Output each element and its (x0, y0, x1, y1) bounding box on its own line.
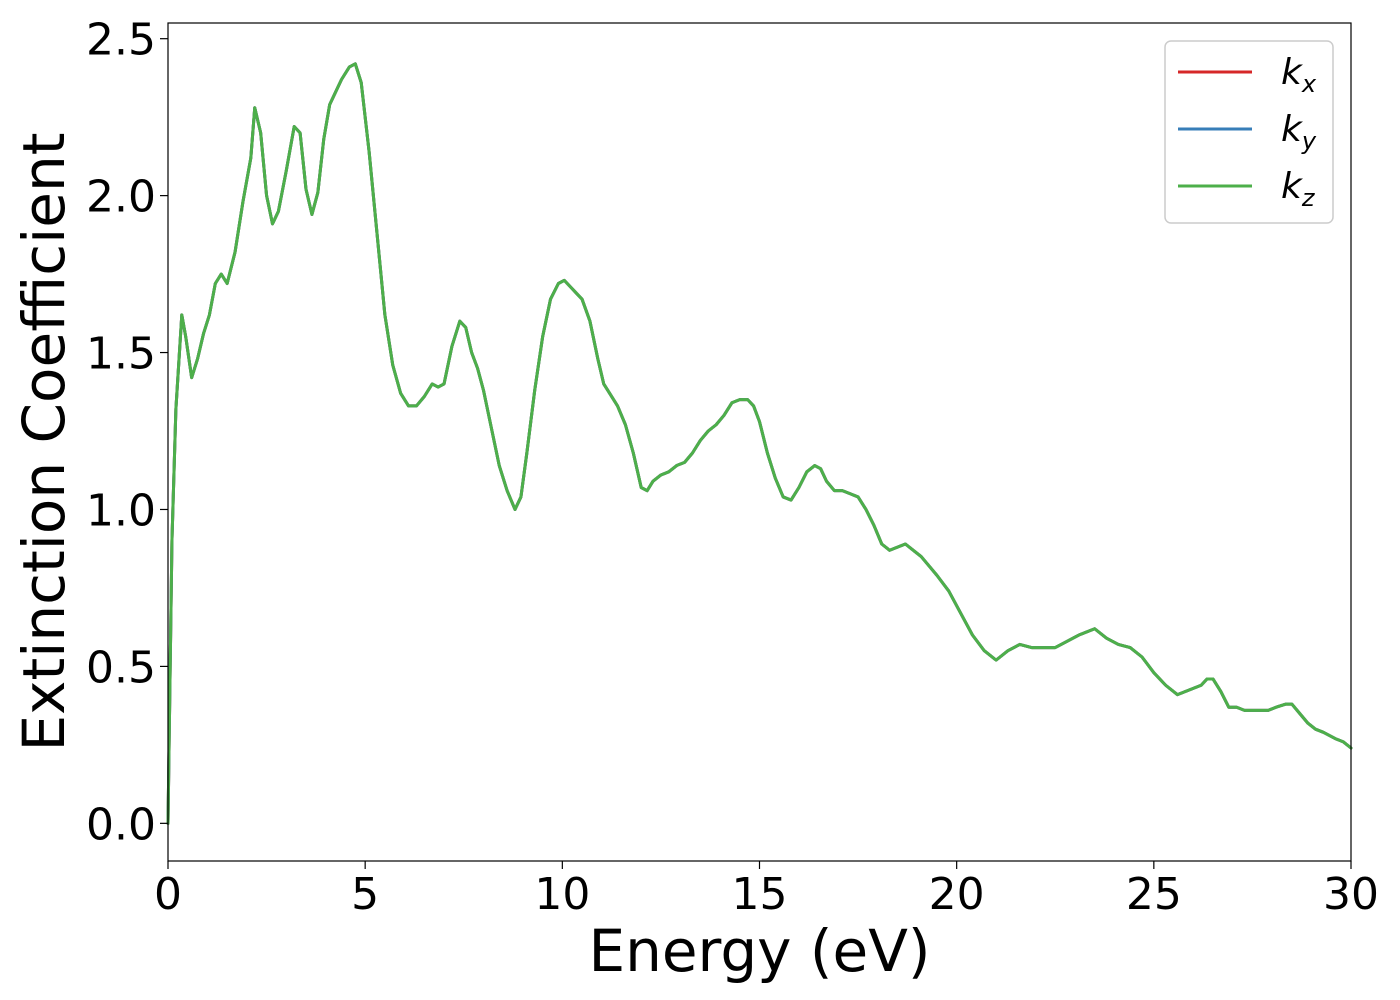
x-tick-label: 10 (534, 869, 590, 920)
legend-label-subscript: y (1301, 127, 1317, 155)
legend-entry: kx (1178, 52, 1317, 98)
x-axis-ticks: 0 5 10 15 20 25 30 (154, 861, 1379, 920)
y-axis-title: Extinction Coefficient (10, 133, 78, 752)
legend-entry: ky (1178, 109, 1317, 155)
legend-label-subscript: z (1301, 184, 1316, 212)
x-tick-label: 20 (929, 869, 985, 920)
legend-label-main: k (1281, 166, 1304, 207)
legend-entry: kz (1178, 166, 1316, 212)
legend-label-subscript: x (1301, 70, 1317, 98)
y-tick-label: 2.0 (86, 172, 156, 223)
legend-label: ky (1281, 109, 1317, 155)
y-tick-label: 2.5 (86, 15, 156, 66)
legend-label-main: k (1281, 52, 1304, 93)
legend-label: kz (1281, 166, 1316, 212)
x-tick-label: 5 (351, 869, 379, 920)
x-tick-label: 0 (154, 869, 182, 920)
x-tick-label: 15 (732, 869, 788, 920)
y-tick-label: 1.5 (86, 329, 156, 380)
y-tick-label: 1.0 (86, 485, 156, 536)
y-tick-label: 0.5 (86, 642, 156, 693)
series-layer (166, 62, 1353, 825)
x-tick-label: 30 (1323, 869, 1379, 920)
y-axis-ticks: 0.0 0.5 1.0 1.5 2.0 2.5 (86, 15, 168, 850)
legend-label: kx (1281, 52, 1317, 98)
legend-box (1164, 40, 1334, 224)
legend-label-main: k (1281, 109, 1304, 150)
x-tick-label: 25 (1126, 869, 1182, 920)
x-axis-title: Energy (eV) (588, 917, 930, 985)
series-line-kz (166, 62, 1353, 825)
y-tick-label: 0.0 (86, 799, 156, 850)
